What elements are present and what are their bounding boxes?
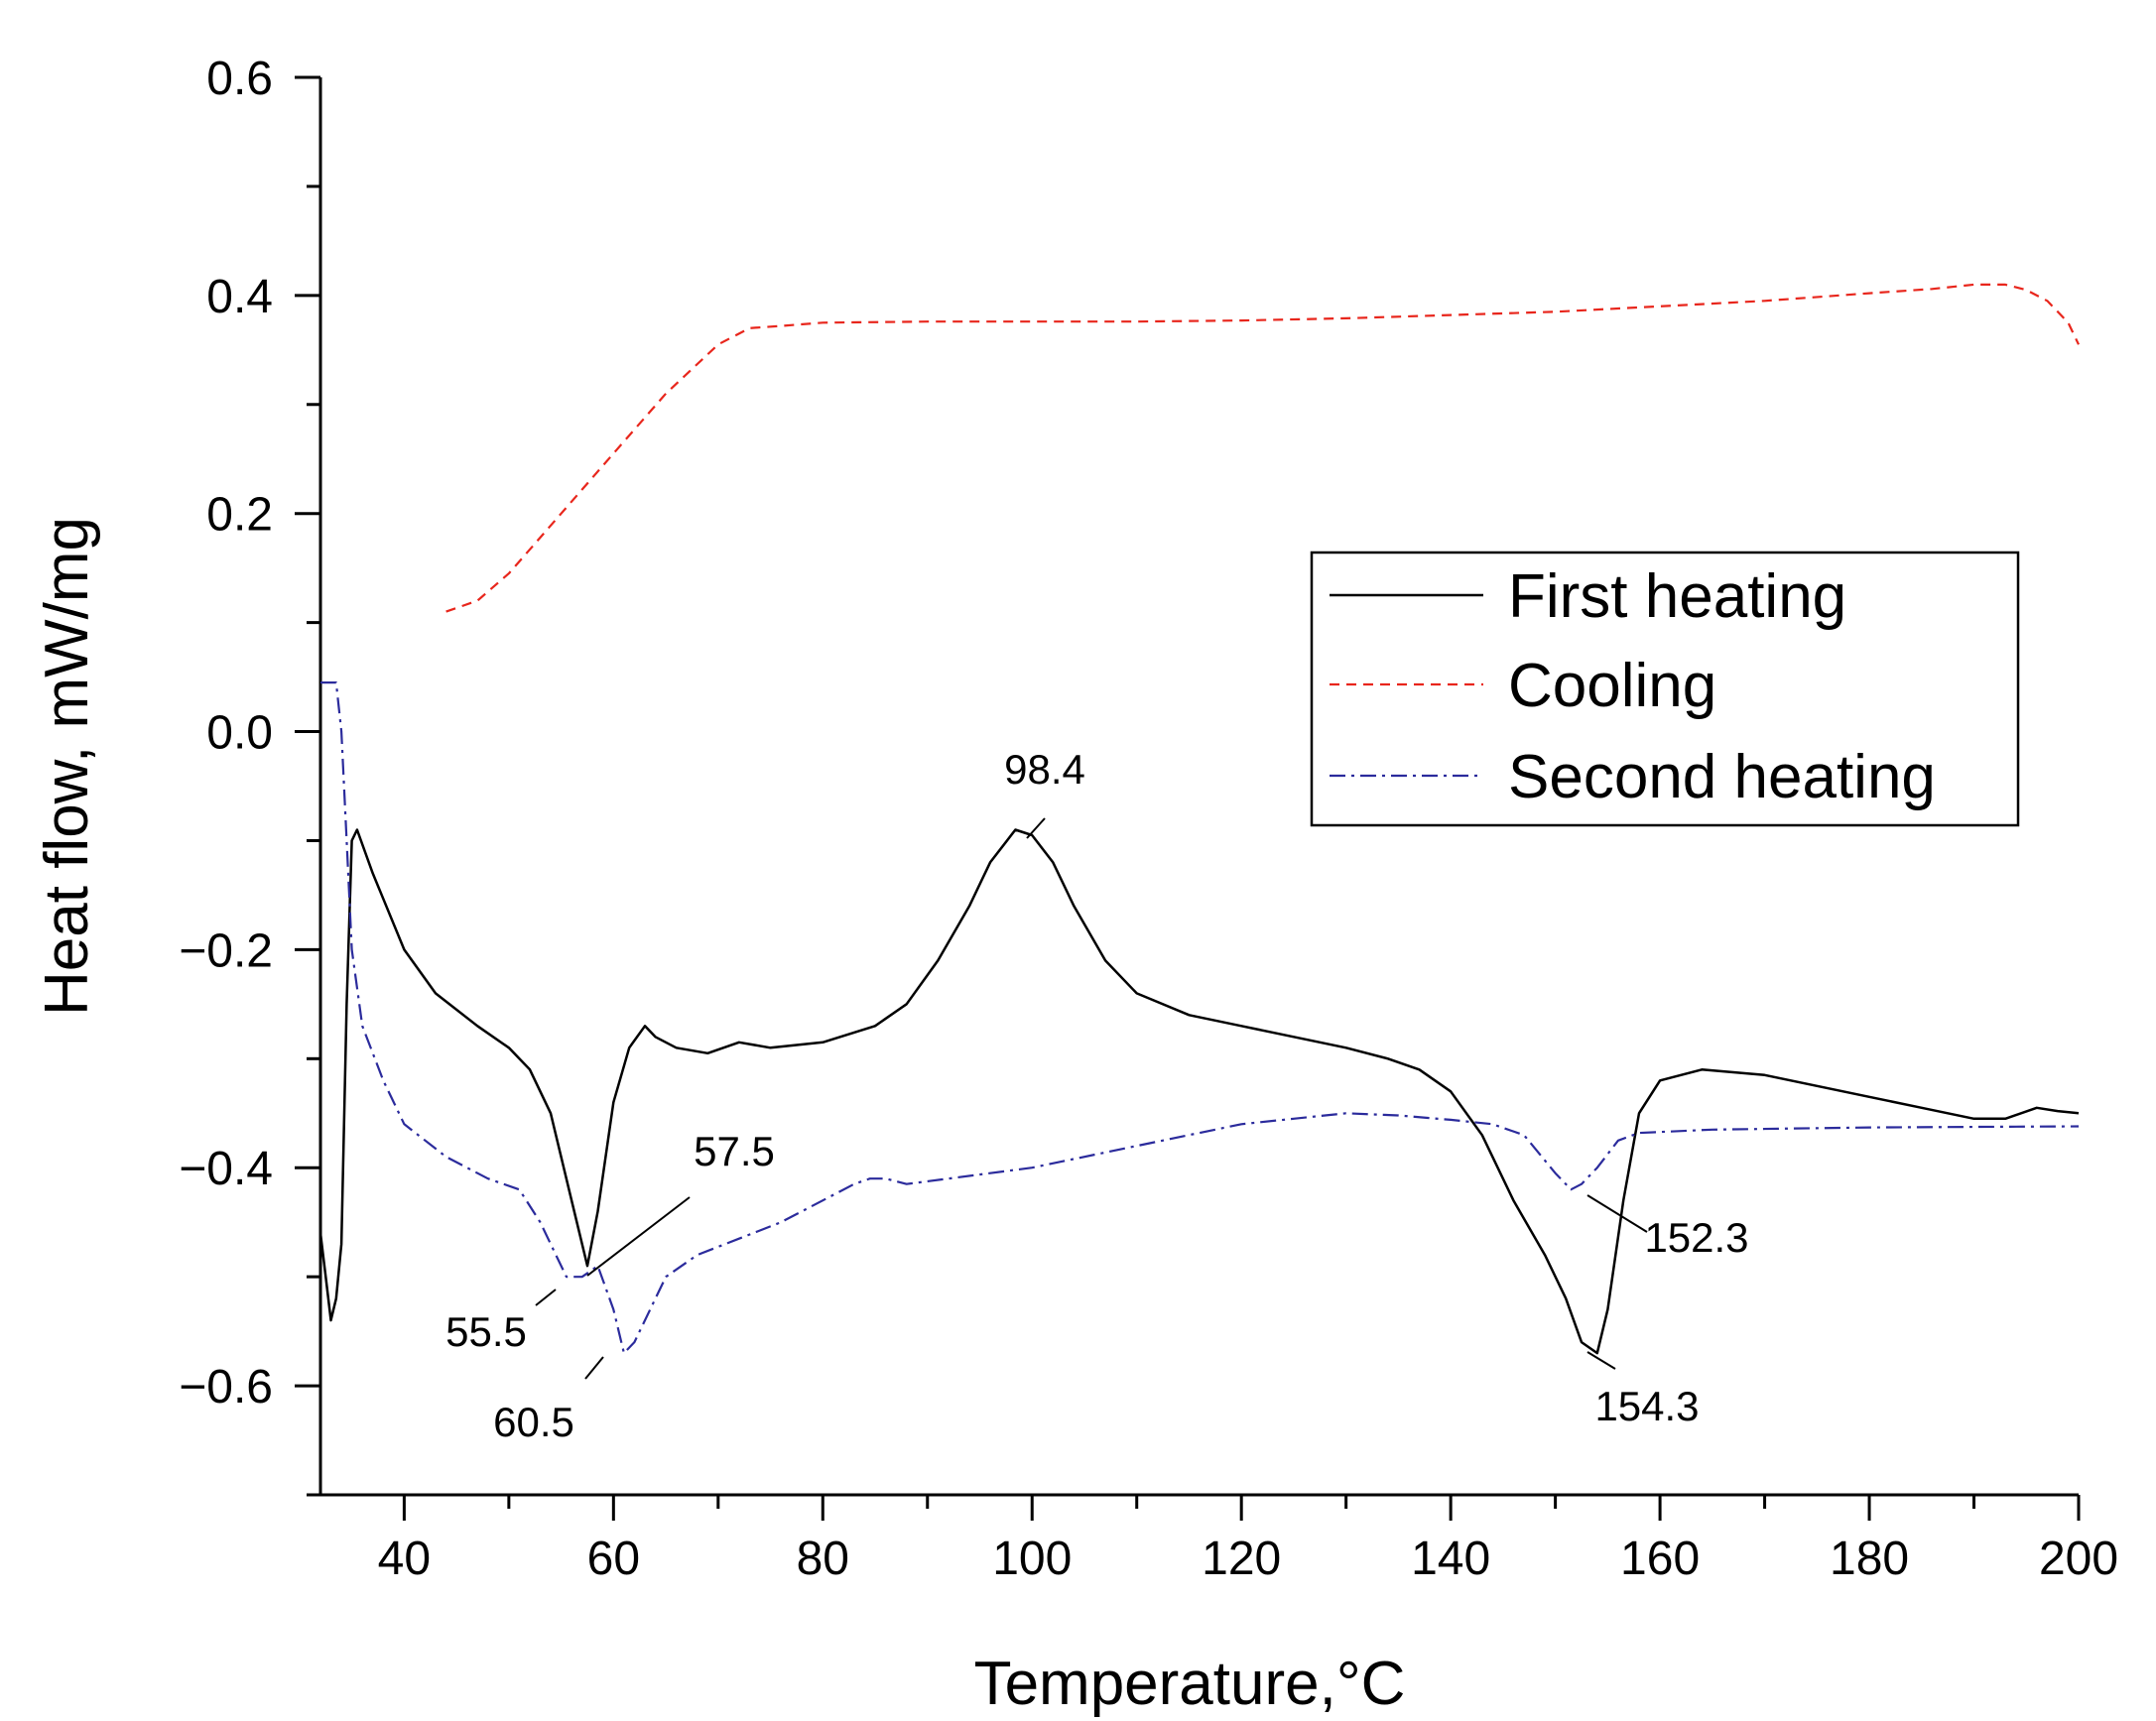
y-tick-label: 0.4 [206,271,273,323]
x-tick-label: 120 [1202,1533,1281,1585]
annotation-label: 154.3 [1594,1383,1699,1429]
legend: First heating Cooling Second heating [1310,551,2020,827]
legend-label: Second heating [1508,743,1936,811]
y-tick-label: −0.6 [179,1361,273,1414]
series-cooling [445,283,2080,613]
x-tick-label: 180 [1830,1533,1909,1585]
x-tick-label: 140 [1411,1533,1490,1585]
annotation-leader [535,1289,557,1306]
x-tick-label: 200 [2039,1533,2118,1585]
legend-label: Cooling [1508,652,1716,720]
y-tick-label: −0.4 [179,1143,273,1195]
legend-label: First heating [1508,562,1846,631]
y-tick-label: 0.0 [206,707,273,760]
x-tick-label: 60 [587,1533,640,1585]
y-tick-label: 0.6 [206,53,273,105]
annotation-label: 98.4 [1004,746,1085,793]
annotation-leader [586,1196,691,1277]
x-axis-title: Temperature,°C [974,1650,1406,1718]
annotation-leader [1586,1194,1648,1233]
annotation-label: 55.5 [445,1308,527,1355]
axes: 40 60 80 100 120 140 160 180 200 −0.6 −0.4 −0.2 0.0 0… [33,53,2118,1718]
annotation-leader [1586,1351,1616,1370]
series-group [318,283,2080,1355]
annotations-group: 98.4 57.5 55.5 60.5 152.3 154.3 [445,746,1748,1445]
series-first-heating [318,828,2080,1355]
x-tick-label: 160 [1620,1533,1700,1585]
annotation-label: 152.3 [1644,1214,1748,1261]
legend-box [1310,551,2020,827]
annotation-leader [1026,817,1046,839]
annotation-label: 60.5 [493,1399,574,1445]
y-tick-label: 0.2 [206,489,273,542]
y-tick-label: −0.2 [179,924,273,977]
x-tick-label: 100 [992,1533,1072,1585]
series-second-heating [320,681,2080,1355]
x-tick-label: 40 [378,1533,431,1585]
annotation-label: 57.5 [694,1128,775,1174]
y-axis-title: Heat flow, mW/mg [33,517,101,1016]
x-tick-label: 80 [797,1533,849,1585]
annotation-leader [584,1356,604,1380]
